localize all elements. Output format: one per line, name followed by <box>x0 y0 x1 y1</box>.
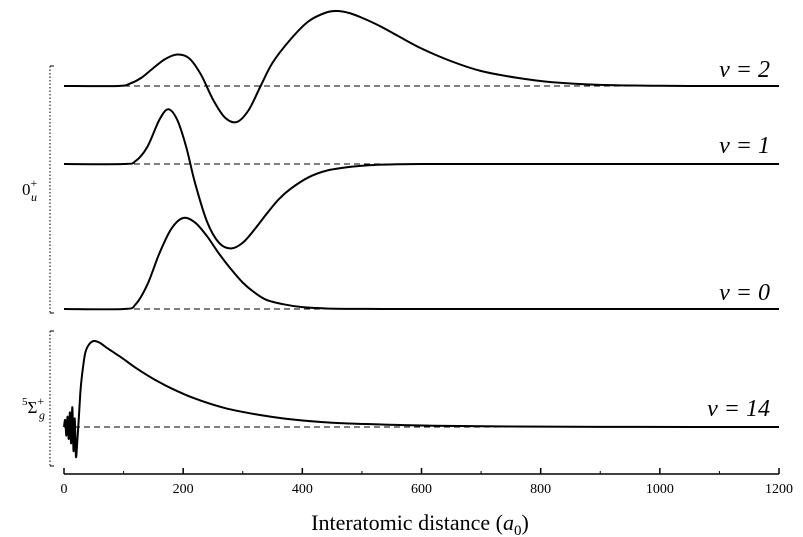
wavefunction-v-0 <box>63 216 779 311</box>
label-v-0: v = 0 <box>719 280 770 306</box>
x-tick-label: 400 <box>292 482 313 497</box>
state-bracket <box>49 330 54 467</box>
x-axis-title: Interatomic distance (a0) <box>311 510 529 537</box>
label-v-2: v = 2 <box>719 57 770 83</box>
wavefunction-v-2 <box>63 9 780 124</box>
x-tick-label: 800 <box>530 482 551 497</box>
state-groups: 0+ u 5Σ+ g <box>22 65 54 467</box>
state-bracket <box>49 65 54 314</box>
x-tick-label: 200 <box>173 482 194 497</box>
label-v-1: v = 1 <box>719 133 770 159</box>
x-tick-label: 600 <box>411 482 432 497</box>
wavefunction-curves <box>63 9 780 459</box>
state-label: 0+ u <box>22 176 38 204</box>
x-tick-label: 0 <box>61 482 68 497</box>
state-label: 5Σ+ g <box>22 394 45 422</box>
x-tick-label: 1200 <box>765 482 793 497</box>
wavefunction-v-14 <box>63 339 780 459</box>
label-v-14: v = 14 <box>707 396 770 422</box>
wavefunction-v-1 <box>63 108 779 250</box>
x-axis: 0 200 400 600 800 1000 1200 <box>61 468 793 497</box>
x-tick-label: 1000 <box>646 482 674 497</box>
curve-labels: v = 2 v = 1 v = 0 v = 14 <box>707 57 770 422</box>
